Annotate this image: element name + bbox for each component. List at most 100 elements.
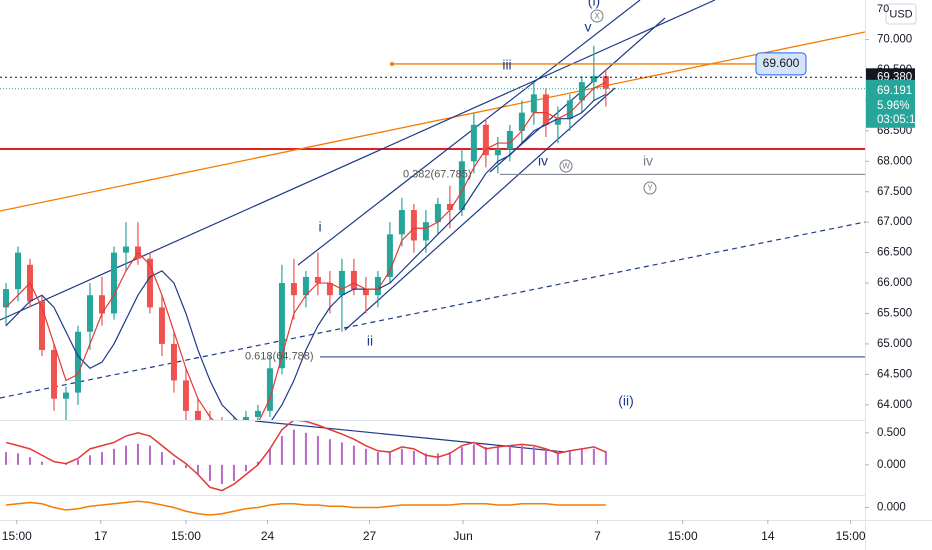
candle-body bbox=[386, 234, 393, 277]
signal-line bbox=[5, 421, 607, 492]
x-tick-label: 27 bbox=[363, 529, 377, 543]
candle-body bbox=[266, 368, 273, 411]
candle-body bbox=[170, 343, 177, 381]
change-label: 5.96% bbox=[877, 100, 910, 112]
wave-circle bbox=[590, 9, 604, 23]
candle-body bbox=[374, 276, 381, 296]
trendline bbox=[297, 0, 641, 266]
candle-body bbox=[86, 295, 93, 332]
candle-body bbox=[158, 307, 165, 344]
overlays: 69.60069.38069.1915.96%03:05:170.382(67.… bbox=[0, 0, 922, 409]
x-tick-label: 15:00 bbox=[2, 529, 32, 543]
candle-body bbox=[518, 112, 525, 131]
wave-label: Y bbox=[647, 184, 653, 193]
wave-label: iv bbox=[643, 153, 653, 169]
candle-body bbox=[482, 124, 489, 156]
candle-body bbox=[219, 429, 225, 435]
candle-body bbox=[122, 246, 129, 253]
candle-body bbox=[494, 149, 501, 156]
currency[interactable]: USD bbox=[889, 8, 912, 20]
candle-body bbox=[506, 130, 513, 150]
wave-label: iv bbox=[538, 153, 548, 169]
trendline bbox=[0, 31, 865, 212]
divergence-line bbox=[254, 421, 566, 453]
y-tick-label: 68.500 bbox=[877, 125, 912, 137]
wave-label: v bbox=[585, 19, 592, 35]
wave-label: (i) bbox=[588, 0, 600, 9]
y-tick-label: 67.500 bbox=[877, 186, 912, 198]
candle-body bbox=[434, 203, 441, 223]
main-pane bbox=[0, 0, 865, 435]
candle-body bbox=[362, 289, 369, 296]
candle-body bbox=[302, 276, 309, 296]
candle-body bbox=[242, 416, 249, 420]
candle-body bbox=[314, 276, 321, 284]
candle-body bbox=[74, 331, 81, 393]
y-tick-label: 65.500 bbox=[877, 308, 912, 320]
last-price-label: 69.191 bbox=[877, 85, 912, 97]
candle-body bbox=[38, 301, 45, 350]
wave-label: (ii) bbox=[618, 393, 634, 409]
candle-body bbox=[542, 94, 549, 125]
candle-body bbox=[470, 124, 477, 162]
candle-body bbox=[590, 76, 597, 83]
candle-body bbox=[422, 222, 429, 241]
y-tick-label: 64.000 bbox=[877, 399, 912, 411]
x-tick-label: 24 bbox=[261, 529, 275, 543]
candle-body bbox=[326, 283, 333, 296]
wave-label: X bbox=[594, 12, 600, 21]
candle-body bbox=[50, 350, 57, 399]
price-label: 69.600 bbox=[763, 56, 800, 70]
x-tick-label: 15:00 bbox=[171, 529, 201, 543]
candle-body bbox=[410, 210, 417, 241]
countdown-label: 03:05:17 bbox=[877, 114, 922, 126]
oscillator-pane bbox=[4, 421, 607, 492]
y-tick-label: 65.000 bbox=[877, 338, 912, 350]
trendline bbox=[0, 0, 716, 321]
axes: 70.00069.50069.00068.50068.00067.50067.0… bbox=[2, 34, 912, 544]
candle-body bbox=[14, 252, 21, 290]
candle-body bbox=[446, 203, 453, 210]
candle-body bbox=[350, 270, 357, 290]
candle-body bbox=[554, 118, 561, 125]
x-tick-label: Jun bbox=[453, 529, 472, 543]
y-tick-label: 0.000 bbox=[877, 459, 906, 471]
x-tick-label: 14 bbox=[761, 529, 775, 543]
candle-body bbox=[110, 252, 117, 314]
y-tick-label: 67.000 bbox=[877, 216, 912, 228]
y-tick-label: 66.000 bbox=[877, 277, 912, 289]
candle-body bbox=[62, 392, 69, 399]
price-label-box bbox=[755, 52, 807, 76]
last-price-box bbox=[866, 79, 915, 128]
x-tick-label: 15:00 bbox=[668, 529, 698, 543]
y-tick-label: 64.500 bbox=[877, 368, 912, 380]
candle-body bbox=[182, 380, 189, 411]
momentum-line bbox=[5, 500, 606, 516]
x-tick-label: 15:00 bbox=[836, 529, 866, 543]
wave-label: i bbox=[318, 219, 321, 235]
candle-body bbox=[578, 82, 585, 101]
wave-circle bbox=[643, 181, 657, 195]
fib-label: 0.618(64.788) bbox=[245, 351, 314, 363]
candle-body bbox=[194, 410, 201, 420]
wave-label: iii bbox=[502, 57, 511, 73]
wave-circle bbox=[559, 159, 573, 173]
wave-label: ii bbox=[367, 333, 373, 349]
trendline bbox=[0, 221, 865, 399]
y-tick-label: 0.000 bbox=[877, 502, 906, 514]
candle-body bbox=[566, 100, 573, 119]
candle-body bbox=[290, 283, 297, 296]
y-tick-label: 70.000 bbox=[877, 34, 912, 46]
y-tick-label: 70 bbox=[877, 3, 889, 15]
candle-body bbox=[2, 289, 9, 308]
wave-label: W bbox=[562, 162, 570, 171]
y-tick-label: 0.500 bbox=[877, 427, 906, 439]
currency-button[interactable] bbox=[885, 3, 917, 25]
candle-body bbox=[146, 258, 153, 308]
candle-body bbox=[254, 410, 261, 417]
fib-label: 0.382(67.785) bbox=[403, 168, 472, 180]
candle-body bbox=[207, 423, 213, 429]
x-tick-label: 7 bbox=[594, 529, 601, 543]
y-tick-label: 68.000 bbox=[877, 155, 912, 167]
